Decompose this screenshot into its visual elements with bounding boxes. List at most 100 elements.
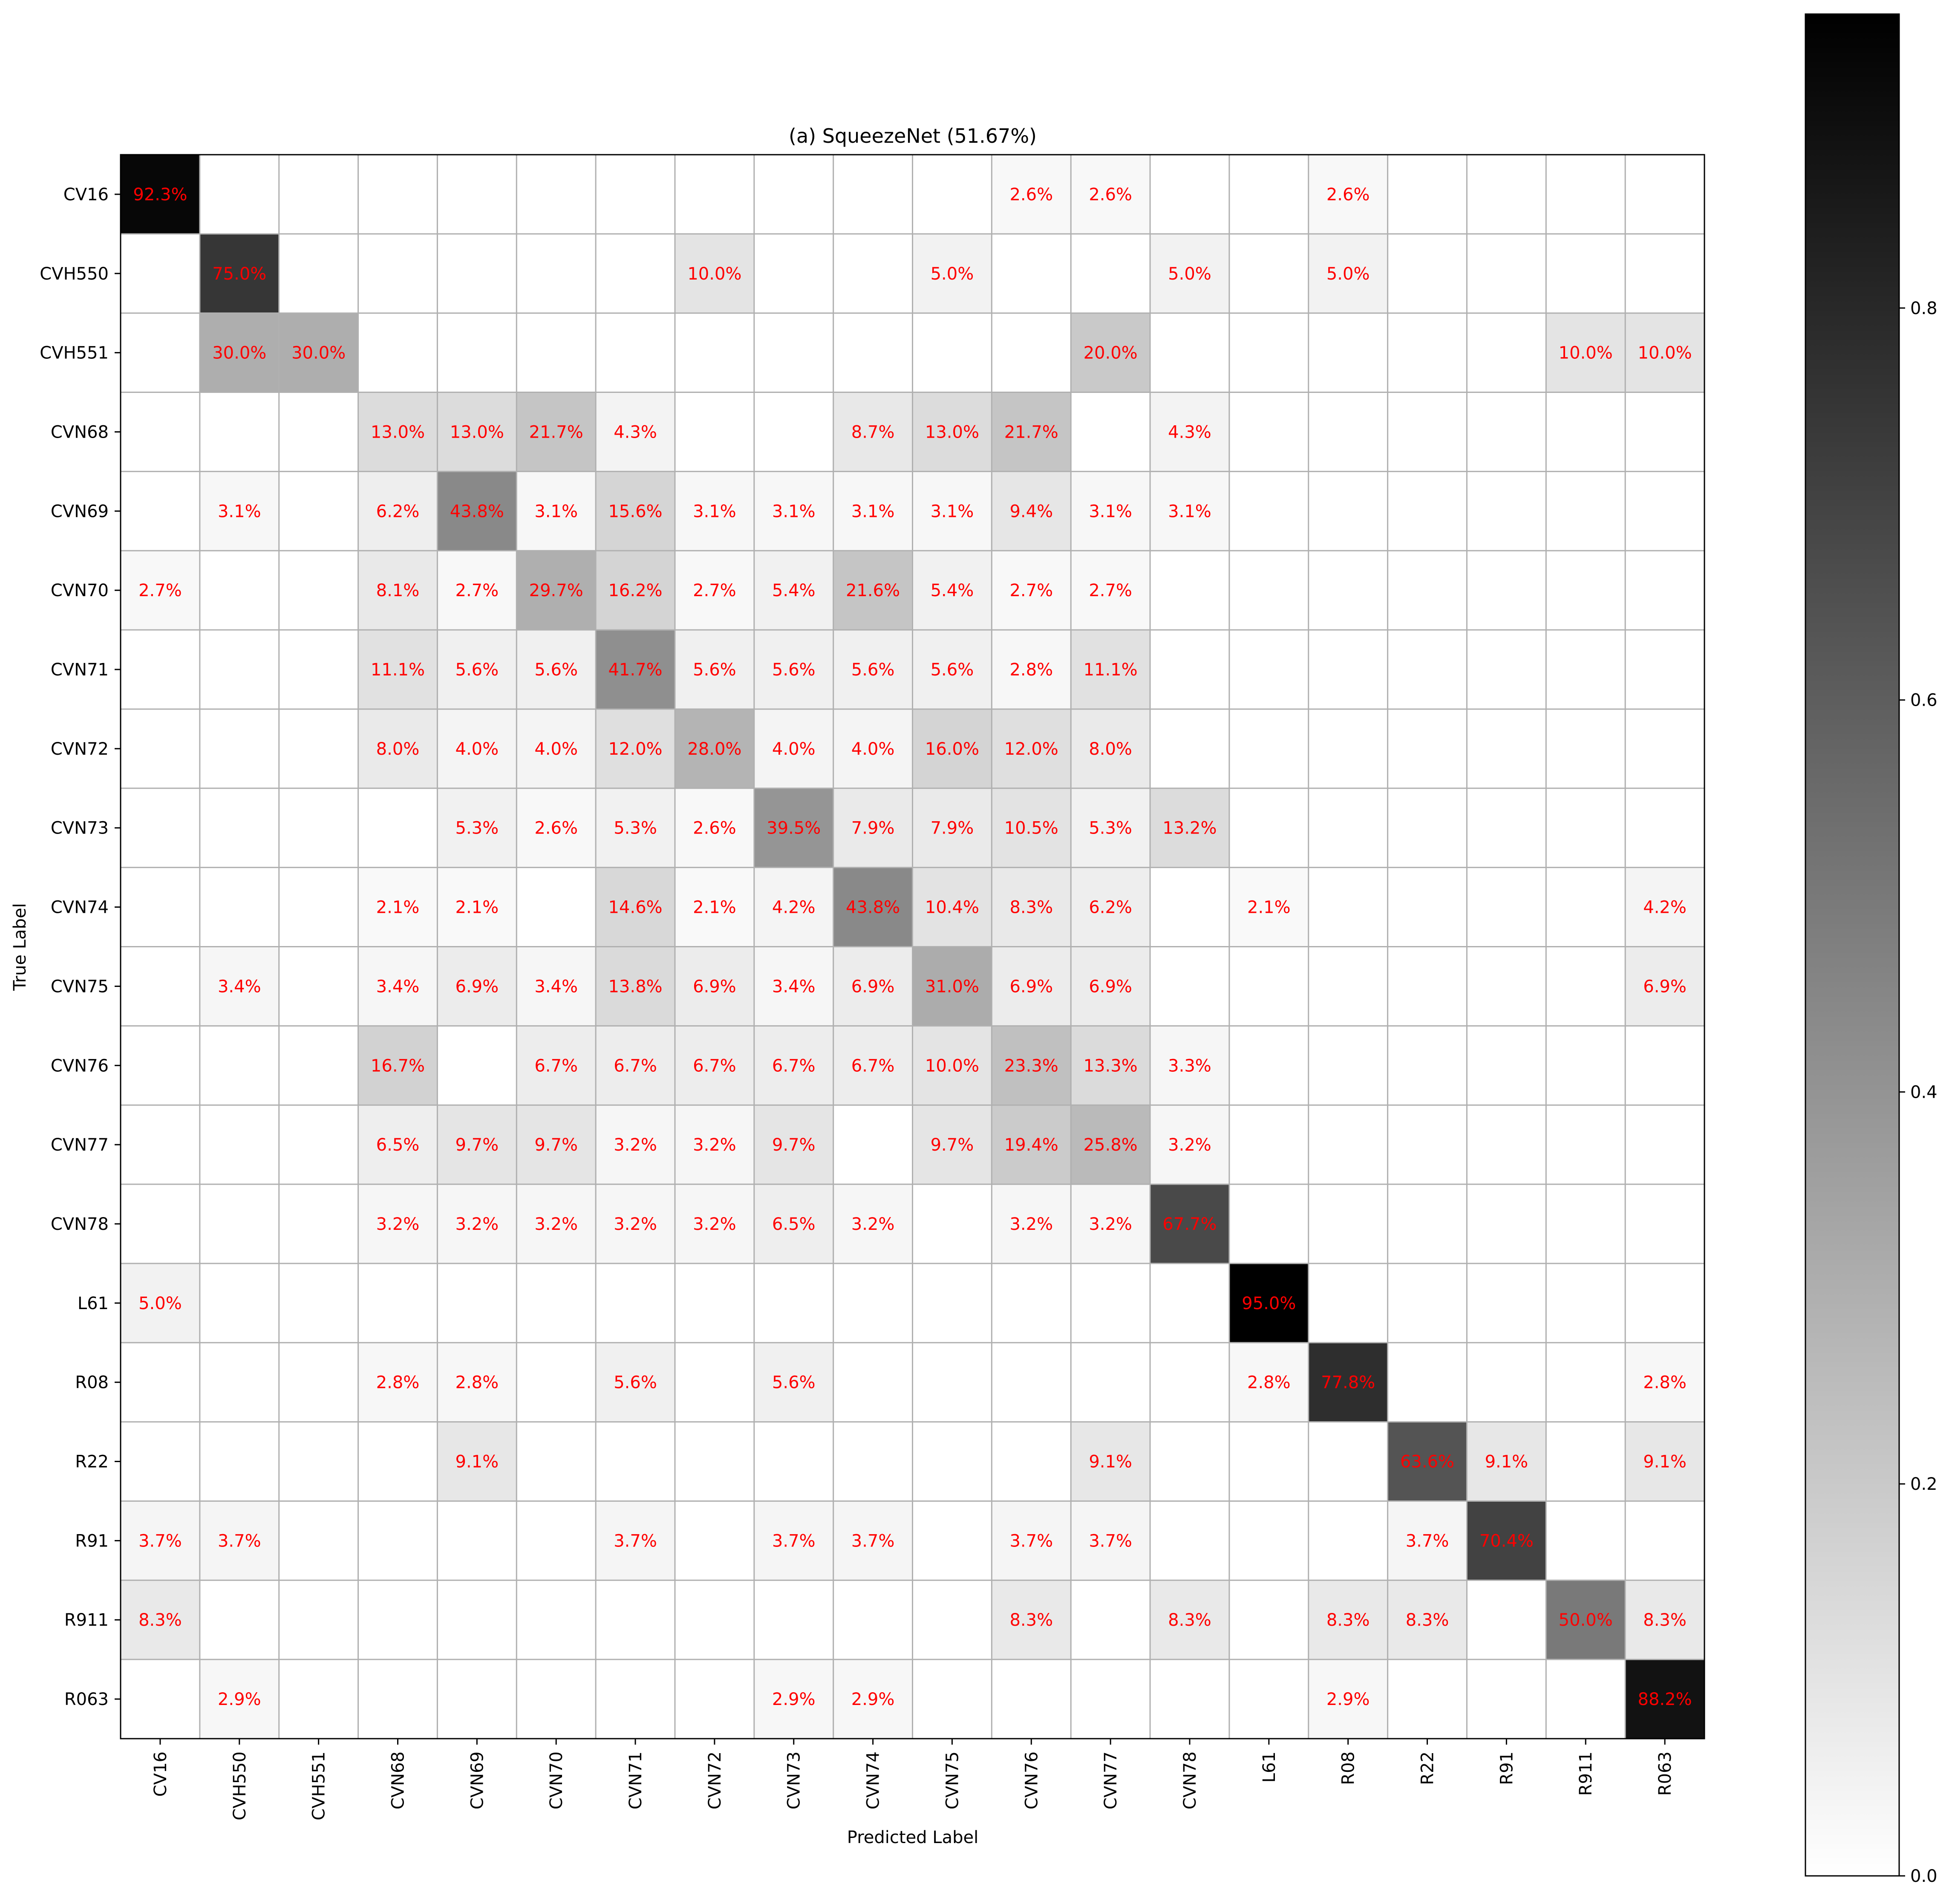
x-tick-label-CVN72: CVN72	[705, 1751, 725, 1809]
heatmap-cell-CV16-R22	[1387, 155, 1467, 234]
heatmap-cell-CVN68-CVN73	[754, 392, 834, 472]
cell-label-R08-CVN69: 2.8%	[456, 1373, 499, 1393]
heatmap-cell-CVH551-CVN73	[754, 313, 834, 393]
heatmap-cell-L61-R08	[1308, 1263, 1388, 1343]
heatmap-cell-R91-CVN72	[675, 1501, 755, 1581]
heatmap-cell-CVN76-CVN71	[596, 1026, 675, 1105]
heatmap-cell-CVN69-CVN76	[992, 471, 1071, 551]
heatmap-cell-CVN68-R911	[1546, 392, 1626, 472]
cell-label-CVN69-CVN74: 3.1%	[851, 502, 895, 521]
heatmap-cell-R911-CVH550	[199, 1580, 280, 1660]
heatmap-cell-CVN68-CVH550	[199, 392, 280, 472]
heatmap-cell-R063-CVN70	[516, 1659, 596, 1739]
heatmap-cell-CVN78-CVN69	[437, 1184, 517, 1264]
heatmap-cell-R22-CVN77	[1071, 1422, 1150, 1501]
heatmap-cell-L61-R063	[1625, 1263, 1705, 1343]
heatmap-cell-CVN76-R91	[1467, 1026, 1546, 1105]
heatmap-cell-CV16-CVH550	[199, 155, 280, 234]
heatmap-cell-CV16-R91	[1467, 155, 1546, 234]
heatmap-cell-CVN74-CVN70	[516, 867, 596, 947]
heatmap-cell-CVN73-CVN71	[596, 788, 675, 868]
cell-label-R911-CVN78: 8.3%	[1168, 1610, 1211, 1630]
heatmap-cell-R911-CVN72	[675, 1580, 755, 1660]
heatmap-cell-CVN68-CVN71	[596, 392, 675, 472]
heatmap-cells	[121, 155, 1705, 1739]
y-tick-label-L61: L61	[78, 1294, 109, 1313]
heatmap-cell-CVN68-CVN70	[516, 392, 596, 472]
heatmap-cell-CVN69-CVN73	[754, 471, 834, 551]
heatmap-cell-CVN74-CVN74	[833, 867, 913, 947]
cell-label-CVN77-CVN68: 6.5%	[376, 1135, 420, 1155]
heatmap-cell-CVN71-CVN68	[358, 630, 438, 710]
heatmap-cell-CVN76-CVN75	[912, 1026, 992, 1105]
heatmap-cell-CVN69-R22	[1387, 471, 1467, 551]
heatmap-cell-CVN76-CVN68	[358, 1026, 438, 1105]
grid-lines	[121, 155, 1704, 1739]
cell-label-CVH551-CVH551: 30.0%	[291, 343, 346, 363]
cell-label-CVN73-CVN77: 5.3%	[1089, 819, 1132, 838]
heatmap-cell-CVN75-CVN70	[516, 946, 596, 1026]
heatmap-cell-CVN70-R08	[1308, 551, 1388, 630]
heatmap-cell-R911-L61	[1229, 1580, 1309, 1660]
y-tick-label-CVN75: CVN75	[51, 977, 109, 996]
y-tick-label-R063: R063	[64, 1690, 109, 1709]
cell-label-CVN75-CVN74: 6.9%	[851, 977, 895, 996]
heatmap-cell-R08-CVN78	[1150, 1342, 1230, 1422]
y-tick-label-R911: R911	[64, 1610, 109, 1630]
heatmap-cell-R22-CVN76	[992, 1422, 1071, 1501]
cell-label-CVN75-CVN70: 3.4%	[534, 977, 578, 996]
heatmap-cell-CVH550-CVN77	[1071, 234, 1150, 314]
heatmap-cell-R91-R91	[1467, 1501, 1546, 1581]
heatmap-cell-CVN68-CVN76	[992, 392, 1071, 472]
cell-label-CVN69-CVN73: 3.1%	[772, 502, 816, 521]
cell-label-R91-CVN76: 3.7%	[1009, 1531, 1053, 1551]
cell-label-CVN68-CVN78: 4.3%	[1168, 422, 1211, 442]
heatmap-cell-CV16-CVN69	[437, 155, 517, 234]
heatmap-cell-L61-CVN68	[358, 1263, 438, 1343]
heatmap-cell-R911-R91	[1467, 1580, 1546, 1660]
heatmap-cell-CVN68-CVN68	[358, 392, 438, 472]
heatmap-cell-CVN75-CVN72	[675, 946, 755, 1026]
heatmap-cell-CVH551-CVN70	[516, 313, 596, 393]
x-tick-label-L61: L61	[1260, 1751, 1279, 1783]
heatmap-cell-R063-CVN71	[596, 1659, 675, 1739]
heatmap-cell-CVN72-R911	[1546, 709, 1626, 789]
heatmap-cell-CVN76-R911	[1546, 1026, 1626, 1105]
heatmap-cell-CVN70-R22	[1387, 551, 1467, 630]
cell-label-R08-R063: 2.8%	[1643, 1373, 1687, 1393]
heatmap-cell-CVN69-R911	[1546, 471, 1626, 551]
cell-label-CVN72-CVN74: 4.0%	[851, 739, 895, 759]
heatmap-cell-R08-R063	[1625, 1342, 1705, 1422]
heatmap-cell-CVN75-CVN76	[992, 946, 1071, 1026]
heatmap-cell-CVN77-CVH550	[199, 1105, 280, 1185]
cell-label-CVN72-CVN76: 12.0%	[1004, 739, 1058, 759]
heatmap-cell-R08-CVN70	[516, 1342, 596, 1422]
cell-label-R91-CVH550: 3.7%	[218, 1531, 261, 1551]
cell-label-CVN69-CVN77: 3.1%	[1089, 502, 1132, 521]
heatmap-cell-CVN68-CVN72	[675, 392, 755, 472]
heatmap-cell-CVN73-CVN68	[358, 788, 438, 868]
heatmap-cell-R911-R911	[1546, 1580, 1626, 1660]
heatmap-cell-R063-CVH550	[199, 1659, 280, 1739]
heatmap-cell-CVN68-CVN69	[437, 392, 517, 472]
x-tick-labels: CV16 CVH550 CVH551 CVN68 CVN69 CVN70 CVN71 CVN7…	[151, 1739, 1675, 1820]
heatmap-cell-L61-CVN77	[1071, 1263, 1150, 1343]
heatmap-cell-R063-L61	[1229, 1659, 1309, 1739]
heatmap-cell-CV16-CVN75	[912, 155, 992, 234]
heatmap-cell-CVH551-CVN77	[1071, 313, 1150, 393]
heatmap-cell-CVN69-R91	[1467, 471, 1546, 551]
heatmap-cell-CVN72-CVH551	[279, 709, 359, 789]
heatmap-cell-CVN78-CVN71	[596, 1184, 675, 1264]
heatmap-cell-R91-CVN78	[1150, 1501, 1230, 1581]
heatmap-cell-R08-CVN68	[358, 1342, 438, 1422]
y-tick-label-CVN77: CVN77	[51, 1135, 109, 1155]
heatmap-cell-CV16-CVN74	[833, 155, 913, 234]
y-tick-label-CVN73: CVN73	[51, 819, 109, 838]
y-axis-label: True Label	[10, 903, 30, 991]
heatmap-cell-R911-CV16	[121, 1580, 200, 1660]
heatmap-cell-CVN76-CV16	[121, 1026, 200, 1105]
heatmap-cell-CVN72-CVN72	[675, 709, 755, 789]
cell-label-CVN72-CVN75: 16.0%	[925, 739, 979, 759]
heatmap-cell-CVN73-CVN74	[833, 788, 913, 868]
heatmap-cell-R911-CVN73	[754, 1580, 834, 1660]
